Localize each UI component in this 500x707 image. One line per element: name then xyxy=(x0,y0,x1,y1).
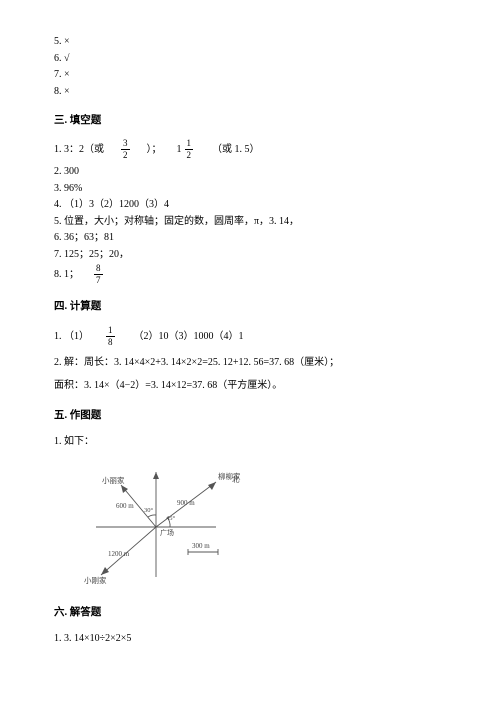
label-300: 300 m xyxy=(192,542,210,550)
label-bottomleft: 小刚家 xyxy=(84,575,107,585)
q4-1: 1. （1） 1 8 （2）10（3）1000（4）1 xyxy=(54,326,446,347)
label-45deg: 45° xyxy=(166,515,176,522)
label-north: 北 xyxy=(232,475,240,484)
q4-2b: 面积：3. 14×（4−2）=3. 14×12=37. 68（平方厘米）。 xyxy=(54,378,446,394)
whole: 1 xyxy=(177,142,182,158)
section5-title: 五. 作图题 xyxy=(54,408,446,424)
label-1200: 1200 m xyxy=(108,550,130,558)
section4-body: 1. （1） 1 8 （2）10（3）1000（4）1 2. 解：周长：3. 1… xyxy=(54,326,446,394)
denominator: 2 xyxy=(121,150,130,160)
q3-7: 7. 125；25；20， xyxy=(54,247,446,263)
judging-item: 5. × xyxy=(54,34,446,50)
q4-2a: 2. 解：周长：3. 14×4×2+3. 14×2×2=25. 12+12. 5… xyxy=(54,355,446,371)
numerator: 8 xyxy=(94,264,103,275)
label-30deg: 30° xyxy=(144,507,154,514)
numerator: 3 xyxy=(121,139,130,150)
label-900: 900 m xyxy=(177,499,195,507)
diagram: 小丽家 柳柳家 小刚家 广场 北 600 m 900 m 1200 m 300 … xyxy=(66,457,446,591)
text: 8. 1； xyxy=(54,269,79,280)
q3-4: 4. （1）3（2）1200（3）4 xyxy=(54,197,446,213)
q3-8: 8. 1； 8 7 xyxy=(54,264,446,285)
judging-item: 8. × xyxy=(54,84,446,100)
q3-5: 5. 位置，大小；对称轴；固定的数，圆周率，π，3. 14， xyxy=(54,214,446,230)
section6-title: 六. 解答题 xyxy=(54,605,446,621)
text: 1. （1） xyxy=(54,330,89,341)
label-topleft: 小丽家 xyxy=(102,475,125,485)
section4-title: 四. 计算题 xyxy=(54,299,446,315)
label-center: 广场 xyxy=(160,528,174,537)
judging-item: 7. × xyxy=(54,67,446,83)
text: 1. 3：2（或 xyxy=(54,144,104,155)
text: ）； xyxy=(147,144,162,155)
position-diagram: 小丽家 柳柳家 小刚家 广场 北 600 m 900 m 1200 m 300 … xyxy=(66,457,266,585)
numerator: 1 xyxy=(185,139,194,150)
text: （2）10（3）1000（4）1 xyxy=(134,330,244,341)
text: （或 1. 5） xyxy=(212,144,260,155)
q3-6: 6. 36；63；81 xyxy=(54,230,446,246)
q3-2: 2. 300 xyxy=(54,164,446,180)
judging-list: 5. × 6. √ 7. × 8. × xyxy=(54,34,446,99)
mixed-number: 1 1 2 xyxy=(177,139,196,160)
q5-1: 1. 如下： xyxy=(54,434,446,450)
label-600: 600 m xyxy=(116,502,134,510)
q6-1: 1. 3. 14×10÷2×2×5 xyxy=(54,631,446,647)
q3-3: 3. 96% xyxy=(54,181,446,197)
fraction: 3 2 xyxy=(121,139,130,160)
fraction: 8 7 xyxy=(94,264,103,285)
denominator: 2 xyxy=(185,150,194,160)
numerator: 1 xyxy=(106,326,115,337)
fraction: 1 8 xyxy=(106,326,115,347)
denominator: 7 xyxy=(94,275,103,285)
q3-1: 1. 3：2（或 3 2 ）； 1 1 2 （或 1. 5） xyxy=(54,139,446,160)
judging-item: 6. √ xyxy=(54,51,446,67)
section3-title: 三. 填空题 xyxy=(54,113,446,129)
denominator: 8 xyxy=(106,337,115,347)
section3-body: 1. 3：2（或 3 2 ）； 1 1 2 （或 1. 5） 2. 300 3.… xyxy=(54,139,446,285)
